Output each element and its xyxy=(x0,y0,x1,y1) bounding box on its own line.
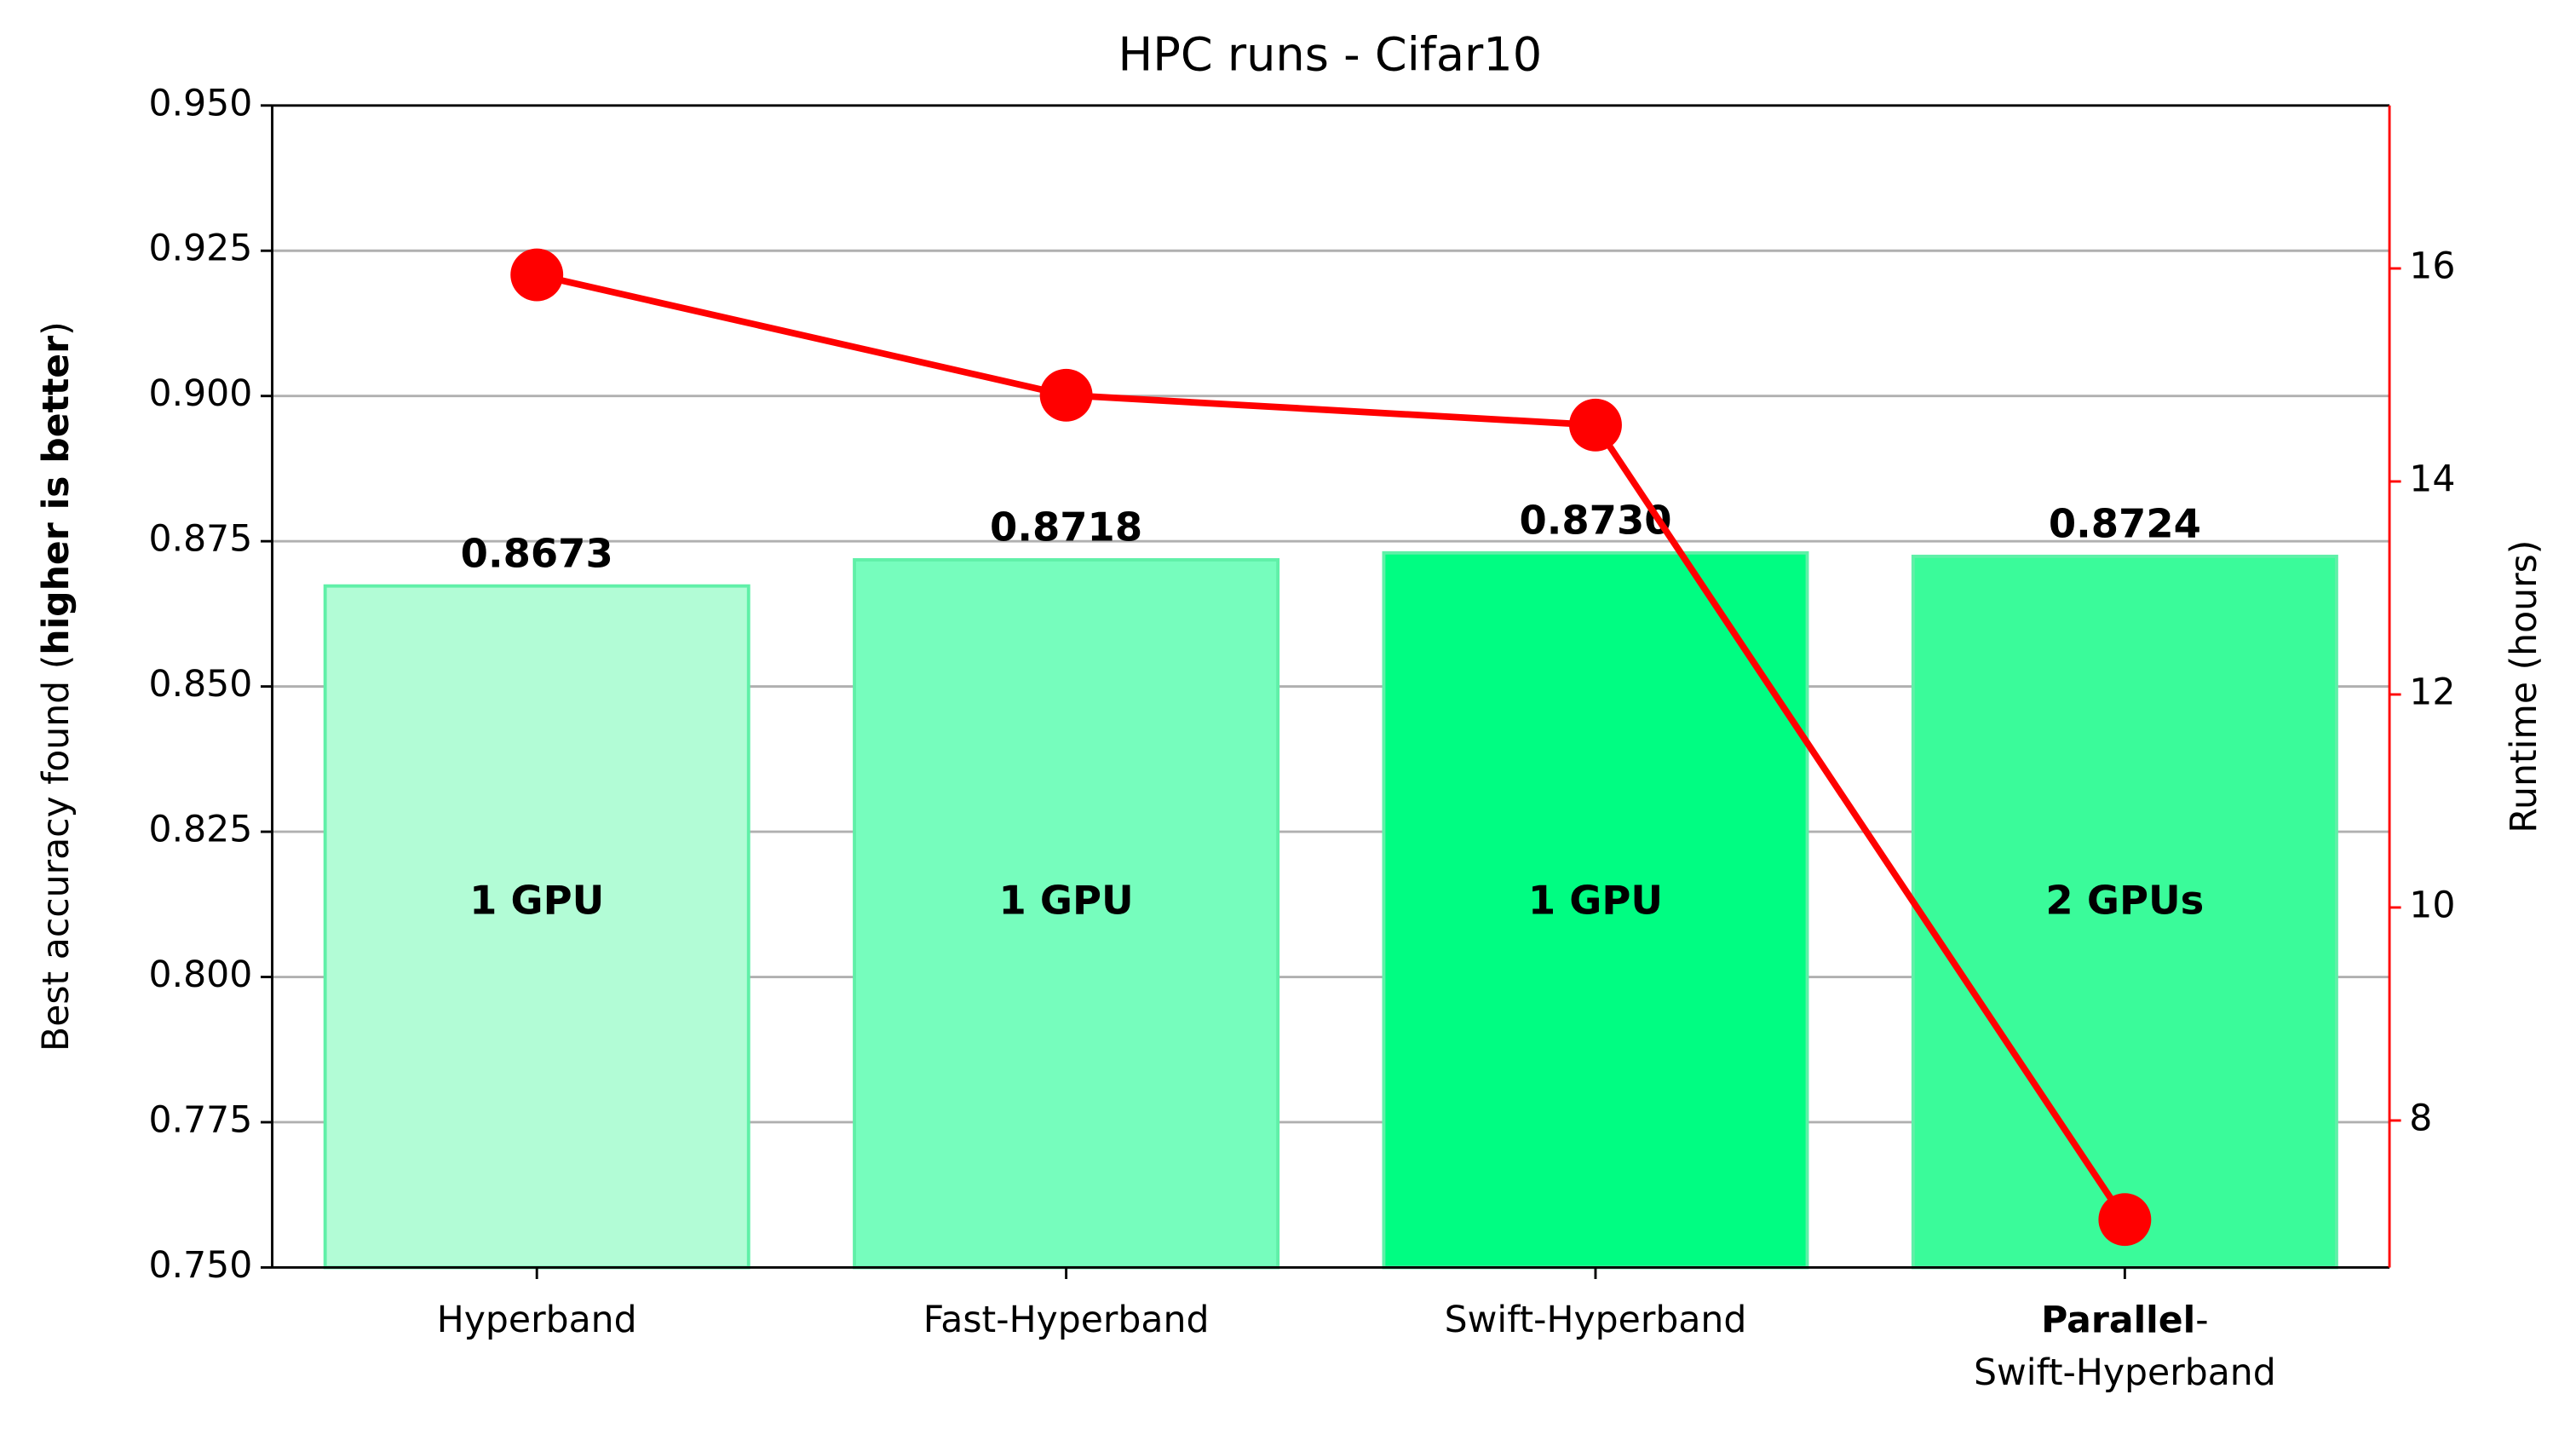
y-tick-label: 0.750 xyxy=(149,1245,253,1287)
bar-text: 1 GPU xyxy=(998,877,1133,923)
x-tick-label: Swift-Hyperband xyxy=(1445,1299,1747,1341)
point xyxy=(510,248,564,302)
label-part: Swift-Hyperband xyxy=(1974,1352,2276,1394)
label-part: higher is better xyxy=(36,336,78,655)
bar-value-label: 0.8724 xyxy=(2049,501,2201,547)
y2-tick-label: 10 xyxy=(2409,884,2455,926)
y-axis-label: Best accuracy found (higher is better) xyxy=(36,321,78,1052)
bar xyxy=(853,558,1280,1270)
y2-tick-label: 14 xyxy=(2409,459,2455,501)
label-part: Best accuracy found ( xyxy=(36,655,78,1052)
y2-axis-label: Runtime (hours) xyxy=(2504,540,2545,833)
label-part: - xyxy=(2195,1299,2208,1341)
y-tick-label: 0.825 xyxy=(149,810,253,851)
label-part: Parallel xyxy=(2041,1299,2195,1341)
x-tick-label: Hyperband xyxy=(437,1299,637,1341)
bar-text: 2 GPUs xyxy=(2045,877,2204,923)
y-tick-label: 0.950 xyxy=(149,83,253,124)
x-tick-label: Parallel- xyxy=(2041,1299,2208,1341)
y2-tick-label: 12 xyxy=(2409,671,2455,713)
point xyxy=(1569,398,1622,452)
y-tick-label: 0.875 xyxy=(149,519,253,561)
x-tick-label: Swift-Hyperband xyxy=(1974,1352,2276,1394)
point xyxy=(2098,1193,2152,1247)
y-tick-label: 0.900 xyxy=(149,373,253,415)
bar-text: 1 GPU xyxy=(469,877,604,923)
x-tick-label: Fast-Hyperband xyxy=(923,1299,1210,1341)
bar xyxy=(1382,550,1809,1270)
y-tick-label: 0.850 xyxy=(149,664,253,706)
chart-title: HPC runs - Cifar10 xyxy=(1118,27,1542,81)
label-part: ) xyxy=(36,321,78,336)
bar-value-label: 0.8673 xyxy=(461,530,613,576)
y-tick-label: 0.800 xyxy=(149,954,253,996)
y2-tick-label: 16 xyxy=(2409,246,2455,288)
point xyxy=(1039,368,1093,422)
bar xyxy=(1911,554,2338,1270)
bar-text: 1 GPU xyxy=(1528,877,1663,923)
bar xyxy=(323,584,750,1270)
bar-value-label: 0.8718 xyxy=(990,504,1142,550)
y-tick-label: 0.775 xyxy=(149,1099,253,1141)
y2-tick-label: 8 xyxy=(2409,1098,2432,1139)
y-tick-label: 0.925 xyxy=(149,228,253,270)
line xyxy=(536,271,2128,1222)
